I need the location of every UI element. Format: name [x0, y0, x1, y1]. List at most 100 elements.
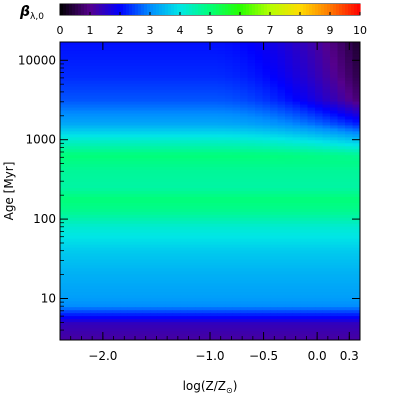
heatmap-cell: [187, 220, 196, 225]
heatmap-cell: [322, 217, 331, 222]
heatmap-cell: [292, 170, 301, 174]
heatmap-cell: [142, 256, 151, 261]
heatmap-cell: [67, 86, 76, 91]
heatmap-cell: [105, 253, 113, 258]
heatmap-cell: [262, 202, 271, 207]
heatmap-cell: [210, 331, 218, 335]
heatmap-cell: [135, 179, 143, 183]
heatmap-cell: [202, 50, 211, 55]
heatmap-cell: [300, 232, 308, 237]
heatmap-cell: [90, 167, 98, 171]
heatmap-cell: [232, 53, 241, 58]
heatmap-cell: [337, 185, 346, 189]
heatmap-cell: [352, 334, 360, 338]
heatmap-cell: [300, 188, 308, 192]
heatmap-cell: [247, 307, 256, 311]
heatmap-cell: [172, 217, 181, 222]
heatmap-cell: [105, 307, 113, 311]
heatmap-cell: [315, 208, 323, 213]
heatmap-cell: [352, 152, 360, 156]
heatmap-cell: [60, 298, 68, 302]
heatmap-cell: [225, 304, 233, 308]
heatmap-cell: [112, 328, 121, 332]
heatmap-cell: [300, 334, 308, 338]
heatmap-cell: [82, 116, 91, 120]
heatmap-cell: [60, 53, 68, 58]
heatmap-cell: [322, 134, 331, 138]
heatmap-cell: [157, 208, 166, 213]
heatmap-cell: [142, 331, 151, 335]
heatmap-cell: [67, 140, 76, 144]
x-axis-label: log(Z/Z⊙): [183, 379, 238, 395]
heatmap-cell: [315, 167, 323, 171]
heatmap-cell: [172, 137, 181, 141]
heatmap-cell: [135, 110, 143, 115]
heatmap-cell: [142, 158, 151, 162]
heatmap-cell: [157, 146, 166, 150]
heatmap-cell: [285, 217, 293, 222]
heatmap-cell: [330, 47, 338, 52]
heatmap-cell: [82, 173, 91, 177]
heatmap-cell: [82, 131, 91, 135]
heatmap-cell: [270, 271, 278, 275]
heatmap-cell: [322, 244, 331, 249]
heatmap-cell: [255, 158, 263, 162]
heatmap-cell: [75, 205, 83, 210]
heatmap-cell: [180, 47, 188, 52]
heatmap-cell: [337, 250, 346, 255]
heatmap-cell: [75, 217, 83, 222]
heatmap-cell: [240, 289, 248, 293]
heatmap-cell: [255, 250, 263, 255]
heatmap-cell: [67, 274, 76, 278]
heatmap-cell: [82, 334, 91, 338]
heatmap-cell: [135, 301, 143, 305]
colorbar-cell: [99, 4, 103, 15]
heatmap-cell: [195, 59, 203, 64]
heatmap-cell: [202, 80, 211, 85]
heatmap-cell: [345, 188, 353, 192]
heatmap-cell: [90, 307, 98, 311]
heatmap-cell: [195, 292, 203, 296]
heatmap-cell: [187, 185, 196, 189]
heatmap-cell: [60, 143, 68, 147]
heatmap-cell: [142, 301, 151, 305]
heatmap-cell: [67, 286, 76, 290]
y-axis-label: Age [Myr]: [2, 162, 16, 221]
heatmap-cell: [157, 140, 166, 144]
heatmap-cell: [352, 199, 360, 204]
heatmap-cell: [105, 95, 113, 100]
heatmap-cell: [352, 173, 360, 177]
heatmap-cell: [135, 143, 143, 147]
heatmap-cell: [105, 164, 113, 168]
heatmap-cell: [232, 334, 241, 338]
heatmap-cell: [292, 331, 301, 335]
heatmap-cell: [337, 205, 346, 210]
heatmap-cell: [292, 125, 301, 129]
heatmap-cell: [165, 155, 173, 159]
heatmap-cell: [195, 265, 203, 269]
heatmap-cell: [307, 110, 316, 115]
heatmap-cell: [225, 164, 233, 168]
heatmap-cell: [262, 182, 271, 186]
heatmap-cell: [232, 295, 241, 299]
colorbar-cell: [96, 4, 100, 15]
heatmap-cell: [150, 247, 158, 252]
heatmap-cell: [135, 176, 143, 180]
heatmap-cell: [315, 95, 323, 100]
heatmap-cell: [277, 89, 286, 94]
heatmap-cell: [165, 310, 173, 314]
heatmap-cell: [67, 193, 76, 198]
heatmap-cell: [90, 196, 98, 201]
heatmap-cell: [97, 208, 106, 213]
heatmap-cell: [150, 265, 158, 269]
heatmap-cell: [217, 193, 226, 198]
heatmap-cell: [270, 247, 278, 252]
heatmap-cell: [165, 47, 173, 52]
heatmap-cell: [90, 214, 98, 219]
heatmap-cell: [270, 199, 278, 204]
heatmap-cell: [262, 143, 271, 147]
heatmap-cell: [300, 196, 308, 201]
heatmap-cell: [300, 113, 308, 117]
heatmap-cell: [270, 107, 278, 112]
heatmap-cell: [105, 325, 113, 329]
